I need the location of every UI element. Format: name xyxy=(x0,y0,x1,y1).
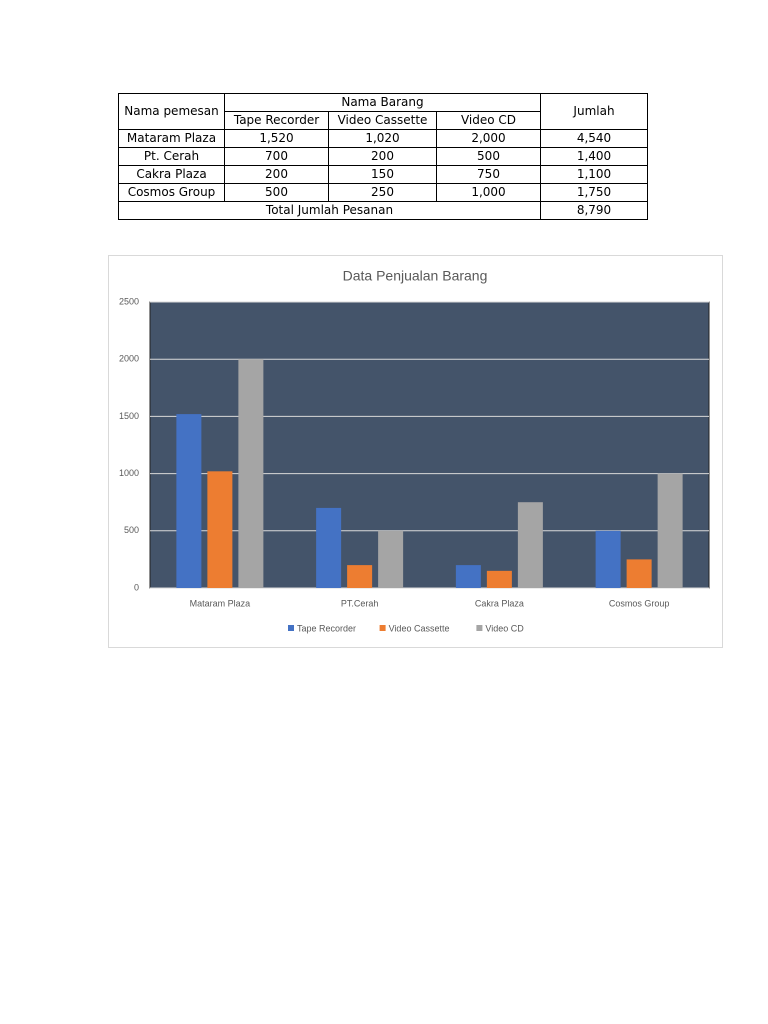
bar xyxy=(595,530,621,588)
legend-label: Video Cassette xyxy=(389,623,450,633)
x-tick-label: Mataram Plaza xyxy=(190,598,251,608)
y-tick-label: 1000 xyxy=(119,468,139,478)
bar xyxy=(517,502,543,588)
legend-swatch xyxy=(476,625,483,631)
bar xyxy=(238,359,264,588)
y-tick-label: 500 xyxy=(124,525,139,535)
table-cell: 4,540 xyxy=(540,129,648,148)
table-cell: 8,790 xyxy=(540,201,648,220)
bar xyxy=(347,565,373,588)
bar xyxy=(657,473,683,588)
legend-swatch xyxy=(379,625,386,631)
table-row: Pt. Cerah 700 200 500 1,400 xyxy=(118,147,648,166)
header-cell: Jumlah xyxy=(540,93,648,130)
data-table: Nama pemesan Nama Barang Jumlah Tape Rec… xyxy=(118,93,648,220)
table-cell: Pt. Cerah xyxy=(118,147,225,166)
bar xyxy=(455,565,481,588)
header-cell: Nama Barang xyxy=(224,93,541,112)
table-row: Cosmos Group 500 250 1,000 1,750 xyxy=(118,183,648,202)
bar xyxy=(316,507,342,588)
y-tick-label: 0 xyxy=(134,582,139,592)
x-tick-label: Cosmos Group xyxy=(609,598,670,608)
table-cell: 1,100 xyxy=(540,165,648,184)
legend-label: Video CD xyxy=(485,623,524,633)
x-tick-label: Cakra Plaza xyxy=(475,598,524,608)
bar xyxy=(626,559,652,588)
chart-title: Data Penjualan Barang xyxy=(343,268,488,284)
legend-swatch xyxy=(288,625,294,631)
y-tick-label: 2000 xyxy=(119,354,139,364)
table-cell: 1,000 xyxy=(436,183,541,202)
bar xyxy=(176,414,202,588)
bar xyxy=(378,530,404,588)
table-cell: 1,400 xyxy=(540,147,648,166)
header-cell: Nama pemesan xyxy=(118,93,225,130)
x-tick-label: PT.Cerah xyxy=(341,598,379,608)
plot-area xyxy=(149,301,710,589)
table-cell: Total Jumlah Pesanan xyxy=(118,201,541,220)
table-cell: 1,520 xyxy=(224,129,329,148)
total-row: Total Jumlah Pesanan 8,790 xyxy=(118,201,648,220)
bar xyxy=(207,471,233,588)
bar xyxy=(486,570,512,588)
legend-label: Tape Recorder xyxy=(297,623,356,633)
y-tick-label: 1500 xyxy=(119,411,139,421)
table-cell: Mataram Plaza xyxy=(118,129,225,148)
y-tick-label: 2500 xyxy=(119,296,139,306)
table-cell: 2,000 xyxy=(436,129,541,148)
header-cell: Video Cassette xyxy=(328,111,437,130)
